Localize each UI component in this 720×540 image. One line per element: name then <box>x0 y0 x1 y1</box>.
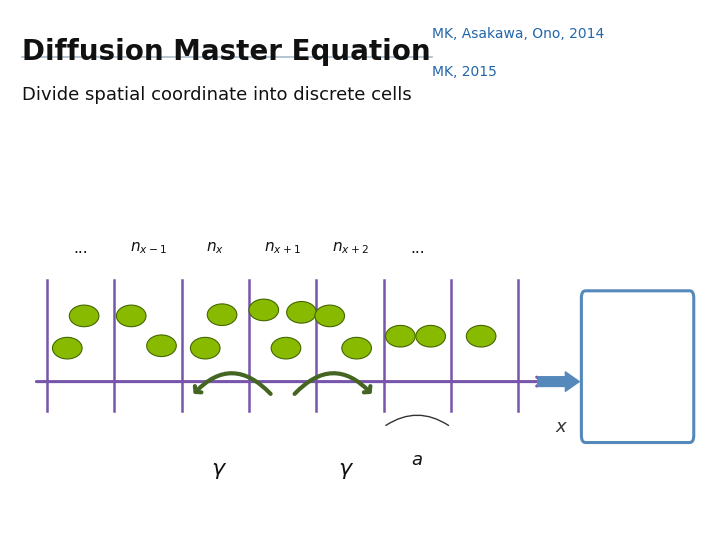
Ellipse shape <box>69 305 99 327</box>
Text: $\gamma$: $\gamma$ <box>211 461 227 481</box>
FancyArrowPatch shape <box>195 373 271 394</box>
Text: $n_x$: $n_x$ <box>207 240 225 256</box>
Ellipse shape <box>249 299 279 321</box>
Ellipse shape <box>190 338 220 359</box>
Ellipse shape <box>342 338 372 359</box>
Text: $n_{x+2}$: $n_{x+2}$ <box>331 240 369 256</box>
Ellipse shape <box>53 338 82 359</box>
FancyArrowPatch shape <box>294 373 370 394</box>
Ellipse shape <box>207 304 237 326</box>
Ellipse shape <box>467 326 496 347</box>
Text: $n_{x-1}$: $n_{x-1}$ <box>130 240 166 256</box>
Text: $a$: $a$ <box>411 451 423 469</box>
Text: $P(\mathbf{n})$: $P(\mathbf{n})$ <box>614 358 661 381</box>
Ellipse shape <box>271 338 301 359</box>
Ellipse shape <box>315 305 345 327</box>
Text: ...: ... <box>73 241 88 256</box>
FancyBboxPatch shape <box>581 291 694 442</box>
Ellipse shape <box>416 326 446 347</box>
Text: $n_{x+1}$: $n_{x+1}$ <box>264 240 301 256</box>
Ellipse shape <box>147 335 176 356</box>
FancyArrowPatch shape <box>386 415 449 426</box>
Text: MK, 2015: MK, 2015 <box>432 65 497 79</box>
Ellipse shape <box>287 301 316 323</box>
Text: MK, Asakawa, Ono, 2014: MK, Asakawa, Ono, 2014 <box>432 27 604 41</box>
Text: $x$: $x$ <box>555 418 568 436</box>
Text: Divide spatial coordinate into discrete cells: Divide spatial coordinate into discrete … <box>22 86 411 104</box>
Ellipse shape <box>117 305 146 327</box>
Text: probability: probability <box>597 324 678 339</box>
Text: ...: ... <box>410 241 425 256</box>
Text: Diffusion Master Equation: Diffusion Master Equation <box>22 38 431 66</box>
Ellipse shape <box>386 326 415 347</box>
FancyArrowPatch shape <box>538 372 580 391</box>
Text: $\gamma$: $\gamma$ <box>338 461 355 481</box>
